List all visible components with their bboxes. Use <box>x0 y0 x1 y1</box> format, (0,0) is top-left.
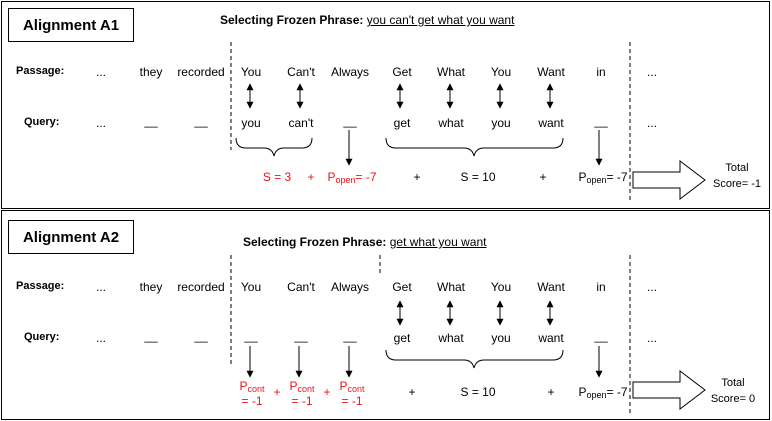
a1-heading-label: Selecting Frozen Phrase: <box>220 13 364 27</box>
a1-query-token: you <box>241 116 261 130</box>
a2-plus: + <box>547 385 555 399</box>
a2-total-label: Total <box>721 377 745 389</box>
a1-passage-label: Passage: <box>16 65 65 77</box>
a2-query-gap: __ <box>144 329 158 343</box>
a2-passage-token: they <box>139 280 163 294</box>
a1-plus: + <box>307 170 315 184</box>
a2-brace-large <box>385 349 564 369</box>
a1-query-gap: __ <box>194 114 208 128</box>
a1-passage-token: You <box>490 65 512 79</box>
a2-plus: + <box>408 385 416 399</box>
a1-passage-token: You <box>240 65 262 79</box>
a1-query-token: ... <box>95 116 107 130</box>
a2-passage-token: in <box>596 280 606 294</box>
a1-plus: + <box>413 170 421 184</box>
a1-query-token: ... <box>646 116 658 130</box>
a1-total-arrow <box>632 159 706 201</box>
a1-query-gap: __ <box>343 114 357 128</box>
a2-query-gap: __ <box>294 329 308 343</box>
a2-passage-token: Can't <box>287 280 315 294</box>
a2-penalty-cont-2: Pcont = -1 <box>289 379 315 408</box>
a2-passage-token: Want <box>537 280 565 294</box>
a2-query-token: get <box>393 331 411 345</box>
a2-plus: + <box>323 385 331 399</box>
a1-total-label: Total <box>725 162 749 174</box>
a2-passage-token: What <box>436 280 466 294</box>
a1-passage-token: ... <box>95 65 107 79</box>
alignment-a1-title: Alignment A1 <box>8 8 134 42</box>
a1-score-s3: S = 3 <box>262 170 292 184</box>
a1-query-token: get <box>393 116 411 130</box>
a1-penalty-open-2: Popen= -7 <box>578 170 628 185</box>
a1-query-token: you <box>491 116 511 130</box>
a2-passage-token: You <box>240 280 262 294</box>
a1-query-token: what <box>438 116 464 130</box>
a2-query-token: you <box>491 331 511 345</box>
alignment-a2-title: Alignment A2 <box>8 220 134 254</box>
a2-plus: + <box>273 385 281 399</box>
a2-query-token: ... <box>646 331 658 345</box>
a1-score-s10: S = 10 <box>460 170 496 184</box>
a2-penalty-cont-1: Pcont = -1 <box>239 379 265 408</box>
a2-query-token: what <box>438 331 464 345</box>
a1-passage-token: What <box>436 65 466 79</box>
a2-frozen-phrase: get what you want <box>389 235 487 249</box>
a2-passage-token: You <box>490 280 512 294</box>
a1-passage-token: Always <box>330 65 370 79</box>
a1-query-token: want <box>538 116 564 130</box>
a1-penalty-open-1: Popen= -7 <box>327 170 377 185</box>
a2-penalty-open: Popen= -7 <box>578 385 628 400</box>
a1-query-token: can't <box>288 116 314 130</box>
a1-total-score: Score= -1 <box>713 178 761 190</box>
a1-query-gap: __ <box>144 114 158 128</box>
a1-passage-token: Get <box>392 65 412 79</box>
a2-heading: Selecting Frozen Phrase: get what you wa… <box>243 235 486 249</box>
a2-total-arrow <box>632 369 706 411</box>
alignment-a2-panel: Alignment A2 Selecting Frozen Phrase: ge… <box>1 210 770 420</box>
a1-passage-token: recorded <box>177 65 225 79</box>
a2-query-token: ... <box>95 331 107 345</box>
a1-passage-token: Want <box>537 65 565 79</box>
a2-passage-token: Always <box>330 280 370 294</box>
a1-passage-token: Can't <box>287 65 315 79</box>
a1-passage-token: they <box>139 65 163 79</box>
a1-passage-token: ... <box>646 65 658 79</box>
a1-query-gap: __ <box>594 114 608 128</box>
a2-total-score: Score= 0 <box>710 393 756 405</box>
a2-passage-token: Get <box>392 280 412 294</box>
a2-heading-label: Selecting Frozen Phrase: <box>243 235 387 249</box>
a2-passage-label: Passage: <box>16 280 65 292</box>
a1-frozen-phrase: you can't get what you want <box>366 13 515 27</box>
a2-score-s10: S = 10 <box>460 385 496 399</box>
a2-query-gap: __ <box>244 329 258 343</box>
a2-passage-token: recorded <box>177 280 225 294</box>
a1-passage-token: in <box>596 65 606 79</box>
a2-query-gap: __ <box>343 329 357 343</box>
a2-query-token: want <box>538 331 564 345</box>
a2-query-gap: __ <box>194 329 208 343</box>
a2-passage-token: ... <box>95 280 107 294</box>
a1-plus: + <box>539 170 547 184</box>
a1-query-label: Query: <box>24 116 60 128</box>
a2-penalty-cont-3: Pcont = -1 <box>339 379 365 408</box>
alignment-a1-panel: Alignment A1 Selecting Frozen Phrase: yo… <box>1 1 770 209</box>
a2-query-label: Query: <box>24 331 60 343</box>
a1-brace-small <box>235 137 313 157</box>
a1-heading: Selecting Frozen Phrase: you can't get w… <box>220 13 514 27</box>
a2-query-gap: __ <box>594 329 608 343</box>
a2-passage-token: ... <box>646 280 658 294</box>
a1-brace-large <box>385 137 564 157</box>
